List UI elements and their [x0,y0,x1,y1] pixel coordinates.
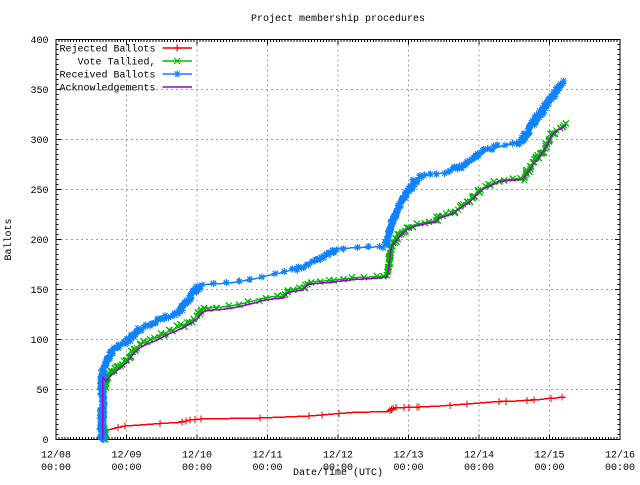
svg-text:12/09: 12/09 [111,450,141,462]
svg-text:00:00: 00:00 [605,463,635,474]
svg-text:12/12: 12/12 [323,450,353,462]
svg-text:12/13: 12/13 [393,450,423,462]
svg-text:12/14: 12/14 [464,450,494,462]
svg-text:00:00: 00:00 [464,463,494,474]
svg-text:Ballots: Ballots [3,218,15,260]
svg-text:00:00: 00:00 [182,463,212,474]
svg-text:250: 250 [30,186,48,197]
svg-text:00:00: 00:00 [41,463,71,474]
svg-text:12/10: 12/10 [182,450,212,462]
svg-text:100: 100 [30,336,48,347]
svg-text:150: 150 [30,286,48,297]
svg-text:00:00: 00:00 [111,463,141,474]
svg-text:00:00: 00:00 [393,463,423,474]
svg-text:00:00: 00:00 [323,463,353,474]
svg-text:Rejected Ballots: Rejected Ballots [59,44,155,56]
svg-text:12/15: 12/15 [534,450,564,462]
svg-text:12/16: 12/16 [605,450,635,462]
svg-text:Vote Tallied,: Vote Tallied, [77,57,155,69]
svg-text:Project membership procedures: Project membership procedures [251,13,425,25]
svg-text:Received Ballots: Received Ballots [59,70,155,82]
svg-text:00:00: 00:00 [252,463,282,474]
svg-text:400: 400 [30,36,48,47]
svg-text:50: 50 [36,386,48,397]
svg-text:300: 300 [30,136,48,147]
svg-text:200: 200 [30,236,48,247]
svg-text:350: 350 [30,86,48,97]
svg-text:Acknowledgements: Acknowledgements [59,83,155,95]
svg-text:12/08: 12/08 [41,450,71,462]
svg-text:0: 0 [42,436,48,447]
svg-text:00:00: 00:00 [534,463,564,474]
svg-text:12/11: 12/11 [252,450,282,462]
svg-text:Date/Time (UTC): Date/Time (UTC) [293,467,383,479]
